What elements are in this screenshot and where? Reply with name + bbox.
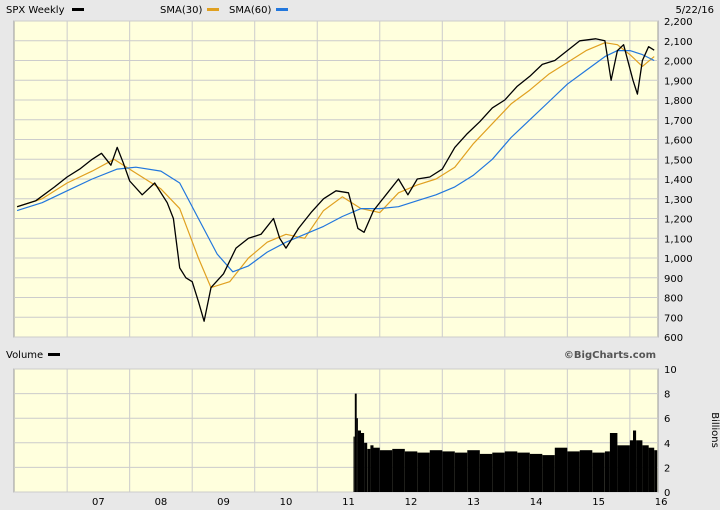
volume-bar xyxy=(654,450,658,492)
symbol-legend-swatch xyxy=(72,8,84,11)
volume-header-strip xyxy=(0,347,720,361)
volume-bar xyxy=(442,451,455,492)
volume-bar xyxy=(492,452,505,492)
volume-bar xyxy=(554,447,568,492)
volume-bar xyxy=(636,440,643,492)
volume-bar xyxy=(629,440,633,492)
volume-y-tick-label: 6 xyxy=(664,414,670,425)
price-y-axis: 600 700 800 900 1,000 1,100 1,200 1,300 1,400 1,5… xyxy=(664,17,693,344)
volume-bar xyxy=(367,448,371,492)
volume-label: Volume xyxy=(6,350,43,361)
x-tick-label: 14 xyxy=(530,497,543,508)
volume-bar xyxy=(504,451,518,492)
price-y-tick-label: 1,400 xyxy=(664,175,693,186)
price-y-tick-label: 2,000 xyxy=(664,57,693,68)
bigcharts-watermark: ©BigCharts.com xyxy=(564,350,656,361)
volume-bar xyxy=(567,451,580,492)
sma30-legend-swatch xyxy=(207,8,219,11)
volume-y-tick-label: 10 xyxy=(664,365,677,376)
spx-price-line xyxy=(16,38,655,322)
volume-bar xyxy=(529,453,543,492)
volume-bar xyxy=(357,430,361,492)
price-y-tick-label: 1,100 xyxy=(664,234,693,245)
volume-bar xyxy=(633,430,637,492)
x-tick-label: 13 xyxy=(467,497,480,508)
volume-bar xyxy=(648,447,655,492)
volume-bar xyxy=(579,450,593,492)
volume-bar xyxy=(542,455,555,492)
volume-y-tick-label: 8 xyxy=(664,390,670,401)
volume-bar xyxy=(609,433,618,492)
price-y-tick-label: 2,200 xyxy=(664,17,693,28)
price-y-tick-label: 600 xyxy=(664,333,683,344)
price-y-tick-label: 2,100 xyxy=(664,37,693,48)
volume-bar xyxy=(370,445,374,492)
volume-bar xyxy=(361,433,365,492)
x-axis: 07 08 09 10 11 12 13 14 15 16 xyxy=(92,497,667,508)
price-series-group xyxy=(16,38,655,322)
price-y-tick-label: 1,900 xyxy=(664,76,693,87)
price-y-tick-label: 900 xyxy=(664,274,683,285)
symbol-label: SPX Weekly xyxy=(6,5,65,16)
volume-y-tick-label: 4 xyxy=(664,439,670,450)
price-y-tick-label: 700 xyxy=(664,313,683,324)
volume-bar xyxy=(479,453,493,492)
sma60-line xyxy=(16,49,655,273)
volume-y-tick-label: 0 xyxy=(664,488,670,499)
x-tick-label: 16 xyxy=(655,497,668,508)
price-y-tick-label: 1,800 xyxy=(664,96,693,107)
sma30-label: SMA(30) xyxy=(160,5,202,16)
price-y-tick-label: 1,300 xyxy=(664,195,693,206)
volume-bar xyxy=(604,451,610,492)
volume-legend-swatch xyxy=(48,353,60,356)
x-tick-label: 08 xyxy=(155,497,168,508)
price-header: SPX Weekly SMA(30) SMA(60) 5/22/16 xyxy=(6,5,714,16)
volume-bar xyxy=(404,451,418,492)
price-y-tick-label: 1,600 xyxy=(664,136,693,147)
volume-bar xyxy=(429,450,443,492)
volume-bar xyxy=(373,447,380,492)
volume-bar xyxy=(417,452,430,492)
volume-bar xyxy=(392,448,405,492)
volume-bar xyxy=(467,450,480,492)
volume-bar xyxy=(592,452,605,492)
volume-header: Volume ©BigCharts.com xyxy=(6,350,656,361)
volume-bar xyxy=(356,418,358,492)
volume-bar xyxy=(379,450,393,492)
volume-bar xyxy=(364,442,368,492)
price-y-tick-label: 1,500 xyxy=(664,155,693,166)
volume-bar xyxy=(454,452,468,492)
sma60-legend-swatch xyxy=(276,8,288,11)
price-y-tick-label: 1,200 xyxy=(664,215,693,226)
date-label: 5/22/16 xyxy=(675,5,714,16)
x-tick-label: 15 xyxy=(592,497,605,508)
volume-bar xyxy=(617,445,630,492)
sma60-label: SMA(60) xyxy=(229,5,271,16)
price-y-tick-label: 800 xyxy=(664,294,683,305)
volume-bar xyxy=(517,452,530,492)
volume-y-axis: 0 2 4 6 8 10 xyxy=(664,365,677,499)
volume-y-tick-label: 2 xyxy=(664,463,670,474)
x-tick-label: 09 xyxy=(217,497,230,508)
volume-bar xyxy=(353,436,355,492)
x-tick-label: 11 xyxy=(342,497,355,508)
x-tick-label: 12 xyxy=(405,497,418,508)
x-tick-label: 07 xyxy=(92,497,105,508)
volume-bar xyxy=(354,393,357,492)
volume-axis-label: Billions xyxy=(709,412,720,448)
volume-bars-group xyxy=(353,393,658,492)
price-grid xyxy=(14,20,658,338)
volume-bar xyxy=(642,445,649,492)
price-y-tick-label: 1,000 xyxy=(664,254,693,265)
x-tick-label: 10 xyxy=(280,497,293,508)
price-y-tick-label: 1,700 xyxy=(664,116,693,127)
